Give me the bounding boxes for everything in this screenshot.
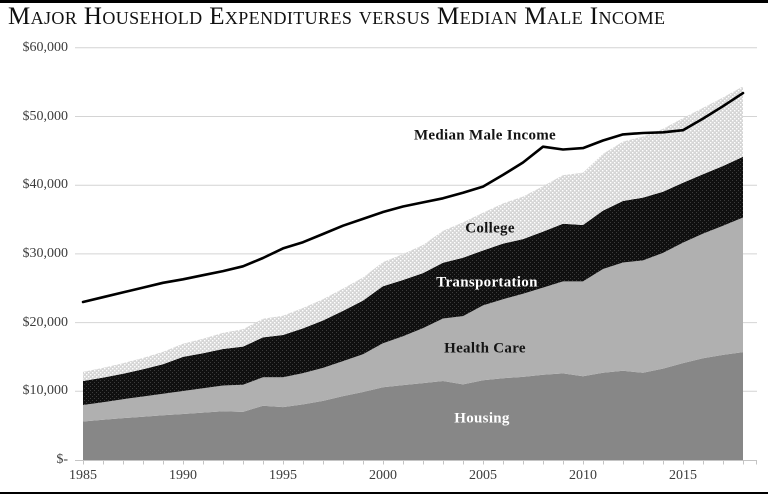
- x-axis-tick-label: 1990: [169, 468, 197, 483]
- y-axis-tick-label: $10,000: [22, 383, 69, 398]
- x-axis-tick-label: 1985: [69, 468, 97, 483]
- y-axis-tick-label: $40,000: [22, 177, 69, 192]
- x-axis-tick-label: 2005: [469, 468, 497, 483]
- x-axis-tick-label: 2000: [369, 468, 397, 483]
- chart-title: Major Household Expenditures versus Medi…: [8, 3, 666, 30]
- stacked-area-series: [83, 86, 743, 460]
- y-axis-tick-label: $20,000: [22, 315, 69, 330]
- y-axis-tick-label: $50,000: [22, 109, 69, 124]
- top-border-rule: [0, 0, 768, 3]
- x-axis-tick-label: 2010: [569, 468, 597, 483]
- x-axis: [75, 460, 757, 465]
- series-label-transportation: Transportation: [436, 274, 538, 291]
- y-axis-tick-label: $-: [56, 452, 68, 467]
- series-label-college: College: [465, 220, 515, 237]
- y-axis-tick-label: $60,000: [22, 40, 69, 55]
- bottom-border-rule: [0, 492, 768, 494]
- series-label-housing: Housing: [454, 410, 510, 427]
- series-label-health-care: Health Care: [444, 340, 526, 357]
- median-male-income-line: [81, 91, 745, 304]
- series-label-median-male-income: Median Male Income: [413, 127, 557, 144]
- y-axis-tick-label: $30,000: [22, 246, 69, 261]
- x-axis-tick-label: 2015: [669, 468, 697, 483]
- x-axis-tick-label: 1995: [269, 468, 297, 483]
